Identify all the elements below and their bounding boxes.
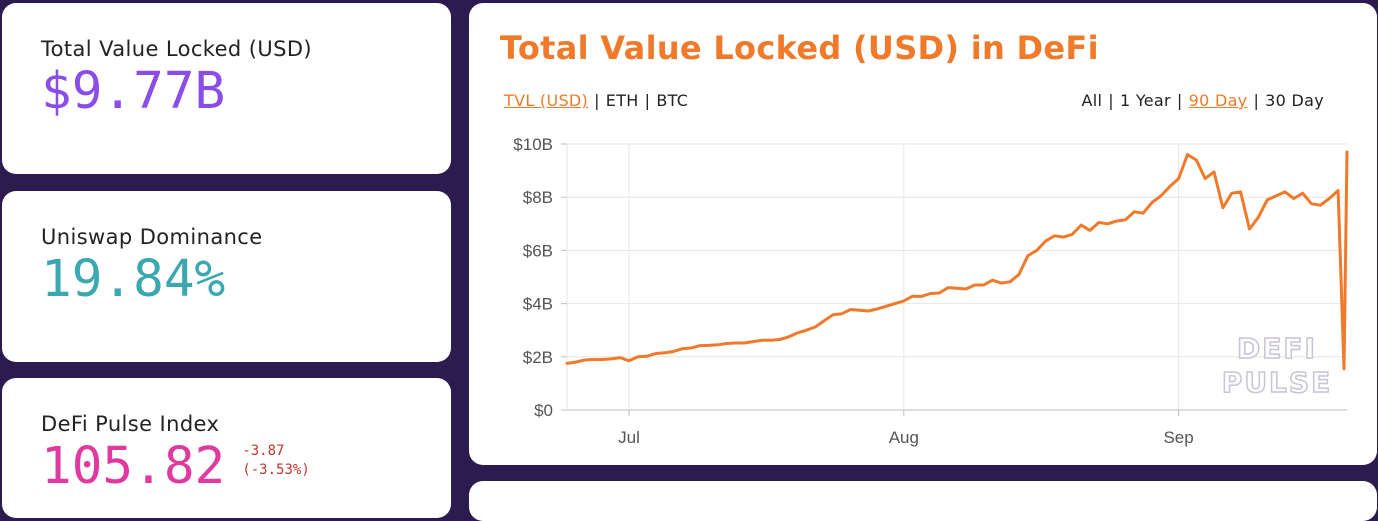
x-tick-label: Sep — [1163, 428, 1193, 447]
uniswap-dominance-label: Uniswap Dominance — [41, 225, 263, 249]
y-tick-label: $2B — [523, 348, 553, 367]
defi-pulse-index-card: DeFi Pulse Index 105.82 -3.87 (-3.53%) — [2, 378, 451, 518]
range-toggle-all[interactable]: All — [1081, 91, 1103, 110]
defi-pulse-index-change: -3.87 (-3.53%) — [242, 442, 309, 480]
range-toggle-1-year[interactable]: 1 Year — [1119, 91, 1171, 110]
x-tick-label: Jul — [618, 428, 640, 447]
secondary-card — [469, 481, 1377, 521]
metric-toggle-tvl-usd[interactable]: TVL (USD) — [504, 91, 589, 110]
range-toggle-30-day[interactable]: 30 Day — [1265, 91, 1324, 110]
metric-toggle-eth[interactable]: ETH — [605, 91, 639, 110]
y-tick-label: $10B — [513, 135, 553, 154]
tvl-stat-label: Total Value Locked (USD) — [41, 37, 312, 61]
metric-toggle-group: TVL (USD) | ETH | BTC — [504, 91, 688, 110]
range-toggle-separator: | — [1253, 91, 1260, 110]
tvl-series-line — [565, 150, 1349, 371]
x-tick-label: Aug — [889, 428, 919, 447]
tvl-chart-card: $0 $2B $4B $6B $8B $10B Jul Aug Sep DEFI PULSE Tot… — [469, 3, 1377, 465]
range-toggle-90-day[interactable]: 90 Day — [1188, 91, 1248, 110]
y-tick-label: $8B — [523, 188, 553, 207]
y-tick-label: $0 — [534, 401, 553, 420]
defi-pulse-index-value: 105.82 — [41, 437, 226, 496]
metric-toggle-separator: | — [644, 91, 651, 110]
range-toggle-separator: | — [1108, 91, 1114, 110]
watermark-line1: DEFI — [1237, 332, 1317, 365]
metric-toggle-btc[interactable]: BTC — [656, 91, 689, 110]
y-tick-label: $6B — [523, 241, 553, 260]
y-tick-label: $4B — [523, 295, 553, 314]
defi-pulse-index-label: DeFi Pulse Index — [41, 412, 220, 436]
watermark-line2: PULSE — [1222, 366, 1332, 399]
metric-toggle-separator: | — [594, 91, 600, 110]
dpi-change-absolute: -3.87 — [242, 443, 285, 459]
dpi-change-percent: (-3.53%) — [242, 462, 310, 478]
range-toggle-separator: | — [1176, 91, 1183, 110]
range-toggle-group: All | 1 Year | 90 Day | 30 Day — [1082, 91, 1325, 110]
uniswap-dominance-value: 19.84% — [41, 250, 226, 309]
tvl-stat-card: Total Value Locked (USD) $9.77B — [2, 3, 451, 174]
defi-pulse-index-row: 105.82 -3.87 (-3.53%) — [41, 436, 451, 494]
chart-title: Total Value Locked (USD) in DeFi — [500, 29, 1099, 67]
tvl-stat-value: $9.77B — [41, 62, 226, 121]
uniswap-dominance-card: Uniswap Dominance 19.84% — [2, 191, 451, 362]
